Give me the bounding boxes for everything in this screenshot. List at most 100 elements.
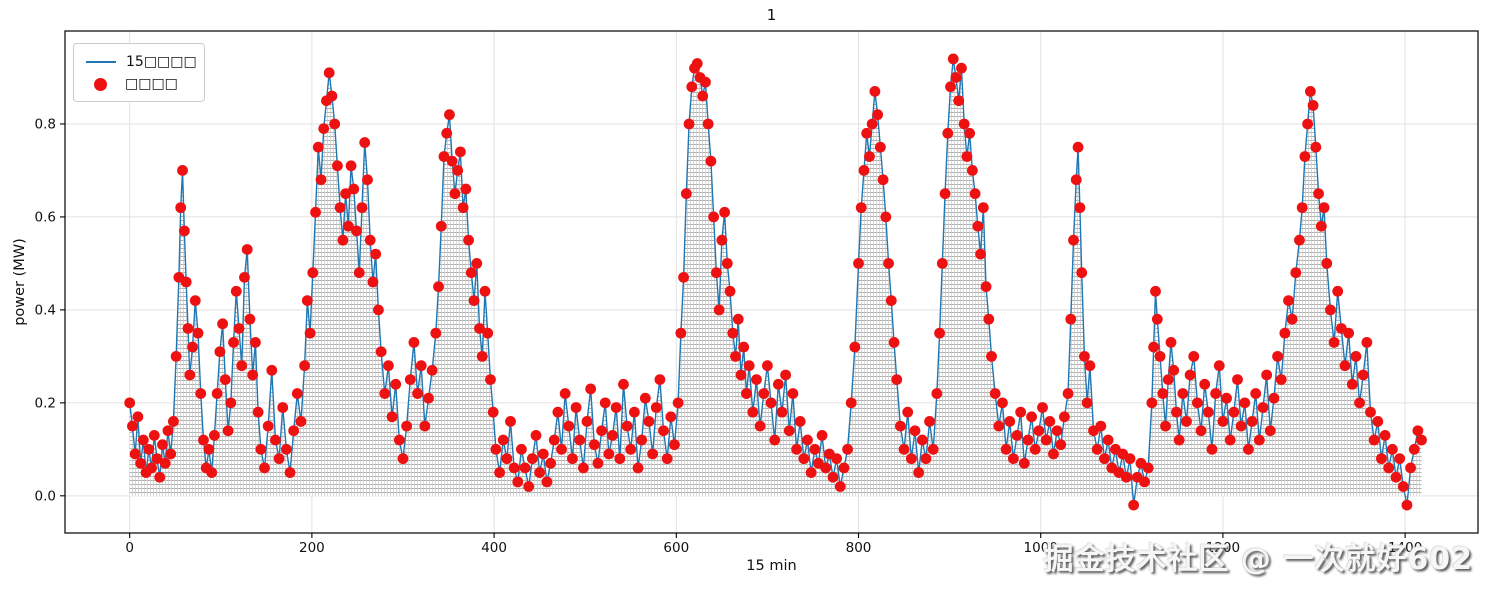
data-point (157, 439, 168, 451)
line-swatch-icon (86, 61, 116, 63)
data-point (250, 337, 261, 348)
data-point (386, 411, 398, 423)
data-point (610, 402, 622, 413)
data-point (905, 453, 917, 465)
data-point (1321, 258, 1333, 269)
data-point (643, 416, 655, 427)
data-point (1065, 313, 1077, 325)
data-point (1162, 374, 1174, 386)
data-point (444, 109, 455, 121)
data-point (1275, 374, 1287, 386)
data-point (1210, 388, 1222, 399)
y-axis-label: power (MW) (12, 238, 28, 326)
data-point (1192, 397, 1203, 409)
data-point (236, 360, 248, 372)
data-point (137, 434, 149, 446)
data-point (1157, 388, 1169, 399)
data-point (323, 67, 335, 79)
data-point (189, 295, 201, 306)
data-point (393, 434, 405, 446)
data-point (628, 406, 640, 418)
data-point (1151, 313, 1163, 325)
data-point (1339, 360, 1351, 372)
data-point (206, 467, 218, 478)
data-point (1148, 341, 1160, 353)
data-point (713, 304, 725, 316)
data-point (291, 388, 303, 399)
data-point (505, 416, 516, 427)
data-point (329, 118, 341, 130)
data-point (345, 160, 357, 172)
data-point (211, 388, 223, 399)
x-tick-label: 800 (846, 540, 872, 556)
data-point (1239, 397, 1251, 409)
data-point (869, 86, 881, 97)
data-point (680, 188, 692, 200)
data-point (233, 323, 245, 334)
data-point (241, 244, 253, 255)
data-point (1070, 174, 1082, 186)
data-point (632, 462, 644, 474)
data-point (961, 151, 973, 162)
data-point (247, 369, 259, 381)
data-point (639, 392, 651, 404)
data-point (1029, 443, 1041, 455)
data-point (842, 443, 853, 455)
data-point (1325, 304, 1336, 316)
axes-spines (64, 30, 1479, 534)
data-point (379, 388, 391, 399)
data-point (348, 183, 360, 195)
data-point (284, 467, 296, 478)
data-point (1386, 443, 1398, 455)
data-point (1199, 378, 1211, 390)
data-point (975, 248, 986, 260)
data-point (853, 258, 864, 269)
data-point (885, 295, 897, 306)
data-point (537, 448, 549, 460)
data-point (964, 127, 976, 139)
data-point (1124, 453, 1136, 465)
data-point (1232, 374, 1243, 386)
data-point (390, 378, 402, 390)
data-point (849, 341, 861, 353)
data-point (1181, 416, 1192, 427)
data-point (621, 420, 633, 432)
data-point (1302, 118, 1314, 130)
data-point (1299, 151, 1311, 162)
data-point (415, 360, 427, 372)
data-point (831, 453, 843, 465)
data-point (705, 155, 717, 167)
data-point (326, 90, 338, 102)
data-point (1076, 267, 1088, 279)
data-point (359, 137, 371, 148)
data-point (1099, 453, 1110, 465)
x-tick-label: 1000 (1024, 540, 1058, 556)
data-point (1040, 434, 1052, 446)
legend-item-line: 15□□□□ (84, 51, 197, 73)
data-point (861, 127, 873, 139)
data-point (175, 202, 187, 214)
data-point (719, 206, 730, 218)
data-point (315, 174, 327, 186)
data-point (1102, 434, 1114, 446)
data-point (966, 165, 978, 176)
data-point (318, 123, 330, 135)
data-point (1250, 388, 1262, 399)
data-point (834, 481, 846, 492)
data-point (1146, 397, 1158, 409)
data-point (1184, 369, 1196, 381)
data-point (950, 72, 962, 83)
data-point (942, 127, 954, 139)
data-point (1007, 453, 1019, 465)
data-point (375, 346, 387, 358)
data-point (654, 374, 666, 386)
data-point (1307, 99, 1319, 111)
data-point (474, 323, 485, 334)
data-point (1018, 457, 1030, 469)
data-point (433, 281, 444, 293)
data-point (304, 327, 316, 339)
data-point (675, 327, 687, 339)
data-point (401, 420, 413, 432)
data-point (454, 146, 466, 158)
data-point (721, 258, 733, 269)
